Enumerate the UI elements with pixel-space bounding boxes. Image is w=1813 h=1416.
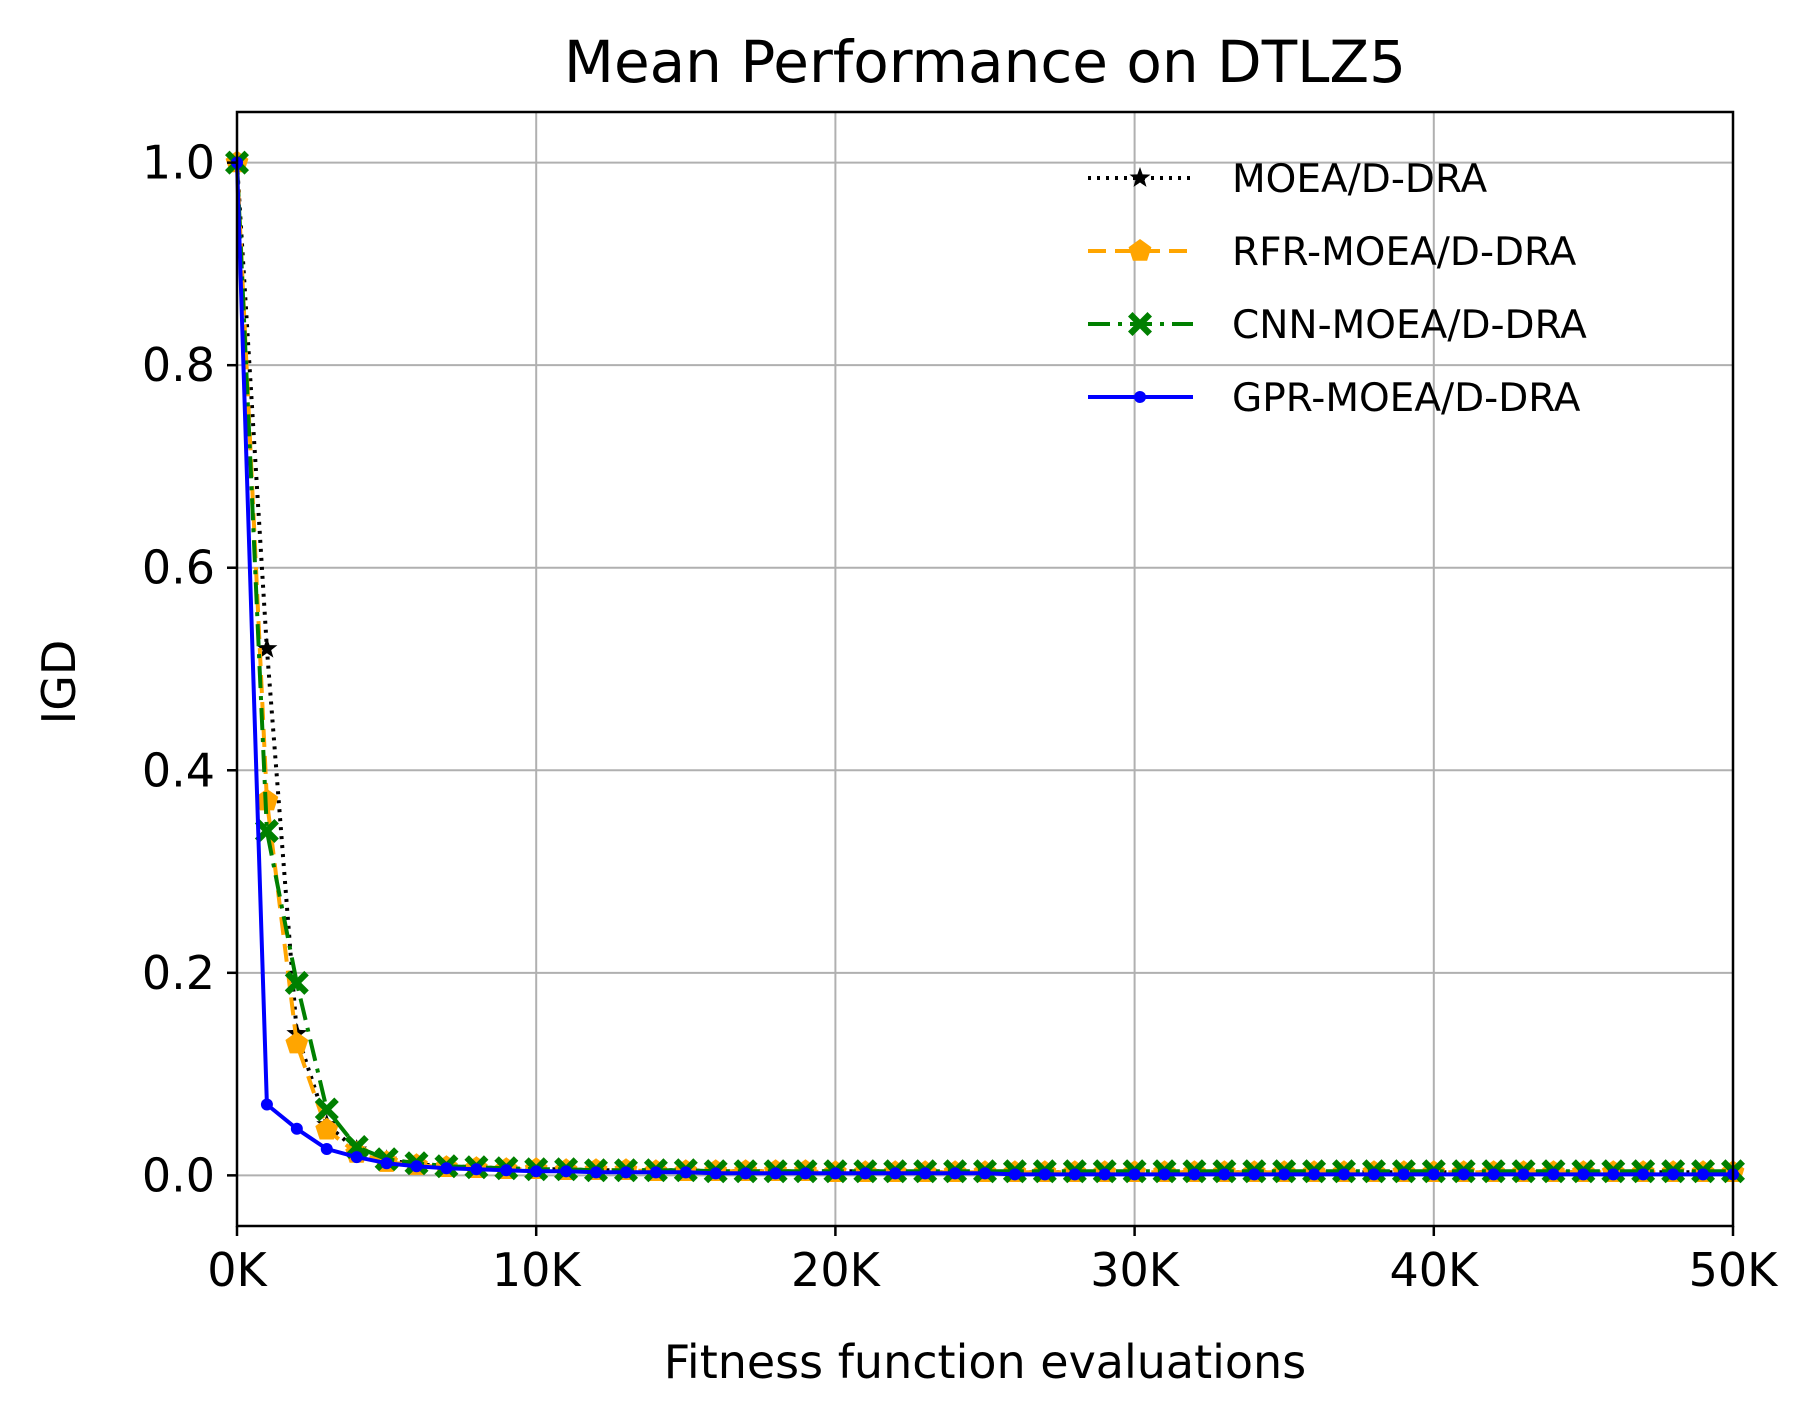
data-point (1367, 1168, 1380, 1181)
legend-entry: RFR-MOEA/D-DRA (1088, 230, 1577, 275)
y-tick-label: 0.2 (142, 946, 215, 1000)
x-tick-label: 50K (1689, 1243, 1780, 1297)
data-point (1667, 1168, 1680, 1181)
legend-marker (1134, 391, 1146, 403)
legend-marker (1128, 239, 1152, 261)
data-point (500, 1164, 513, 1177)
y-axis-label: IGD (32, 640, 86, 725)
legend-marker (1128, 312, 1152, 336)
data-point (1427, 1168, 1440, 1181)
data-point (1038, 1168, 1051, 1181)
data-point (1397, 1168, 1410, 1181)
data-point (1068, 1168, 1081, 1181)
data-point (440, 1162, 453, 1175)
legend-entry: MOEA/D-DRA (1088, 157, 1487, 202)
data-point (590, 1166, 603, 1179)
data-point (1607, 1168, 1620, 1181)
data-point (949, 1167, 962, 1180)
x-tick-label: 10K (492, 1243, 583, 1297)
data-point (649, 1166, 662, 1179)
legend-label: MOEA/D-DRA (1232, 157, 1487, 202)
data-point (1697, 1168, 1710, 1181)
data-point (1248, 1168, 1261, 1181)
data-point (1098, 1168, 1111, 1181)
axis-ticks: 0K 10K 20K 30K 40K 50K 0.0 0.2 0.4 0.6 0.8 1.0 (142, 136, 1779, 1297)
data-point (560, 1165, 573, 1178)
data-point (1218, 1168, 1231, 1181)
data-point (1547, 1168, 1560, 1181)
data-point (1457, 1168, 1470, 1181)
data-point (1637, 1168, 1650, 1181)
data-point (679, 1166, 692, 1179)
legend-entry: GPR-MOEA/D-DRA (1088, 376, 1581, 421)
data-point (859, 1167, 872, 1180)
plot-series (225, 150, 1745, 1184)
x-tick-label: 40K (1389, 1243, 1480, 1297)
data-point (380, 1157, 393, 1170)
data-point (1008, 1168, 1021, 1181)
data-point (254, 819, 279, 843)
data-point (350, 1151, 363, 1164)
legend-label: GPR-MOEA/D-DRA (1232, 376, 1581, 421)
y-tick-label: 0.6 (142, 541, 215, 595)
chart-title: Mean Performance on DTLZ5 (564, 28, 1406, 96)
data-point (285, 1031, 309, 1054)
data-point (979, 1167, 991, 1180)
data-point (1517, 1168, 1530, 1181)
x-tick-label: 0K (207, 1243, 268, 1297)
data-point (919, 1167, 932, 1180)
data-point (709, 1167, 722, 1180)
legend: MOEA/D-DRA RFR-MOEA/D-DRA CNN-MOEA/D-DRA GP… (1088, 157, 1587, 421)
data-point (1278, 1168, 1291, 1181)
data-point (1158, 1168, 1171, 1181)
legend-entry: CNN-MOEA/D-DRA (1088, 303, 1587, 348)
data-point (314, 1097, 339, 1122)
series-gpr-moea-d-dra (231, 156, 1739, 1181)
plot-frame (235, 110, 1735, 1228)
data-point (410, 1160, 423, 1173)
x-tick-label: 20K (791, 1243, 882, 1297)
data-point (290, 1122, 303, 1135)
data-point (1188, 1168, 1201, 1181)
data-point (1487, 1168, 1500, 1181)
legend-label: RFR-MOEA/D-DRA (1232, 230, 1577, 275)
data-point (470, 1163, 483, 1176)
data-point (1308, 1168, 1321, 1181)
x-tick-label: 30K (1090, 1243, 1181, 1297)
data-point (260, 1098, 273, 1111)
data-point (1577, 1168, 1590, 1181)
data-point (344, 1135, 369, 1159)
data-point (799, 1167, 812, 1180)
data-point (829, 1167, 842, 1180)
x-axis-label: Fitness function evaluations (664, 1335, 1306, 1389)
data-point (739, 1167, 752, 1180)
data-point (320, 1143, 333, 1156)
data-point (1128, 1168, 1141, 1181)
data-point (284, 970, 309, 995)
y-tick-label: 0.0 (142, 1148, 215, 1202)
data-point (889, 1167, 902, 1180)
data-point (619, 1166, 632, 1179)
data-point (769, 1167, 782, 1180)
y-tick-label: 0.8 (142, 338, 215, 392)
data-point (1338, 1168, 1351, 1181)
legend-label: CNN-MOEA/D-DRA (1232, 303, 1587, 348)
y-tick-label: 0.4 (142, 743, 215, 797)
data-point (530, 1165, 543, 1178)
data-point (256, 637, 278, 658)
legend-marker (1129, 167, 1151, 187)
y-tick-label: 1.0 (142, 136, 215, 190)
data-point (315, 1117, 339, 1140)
